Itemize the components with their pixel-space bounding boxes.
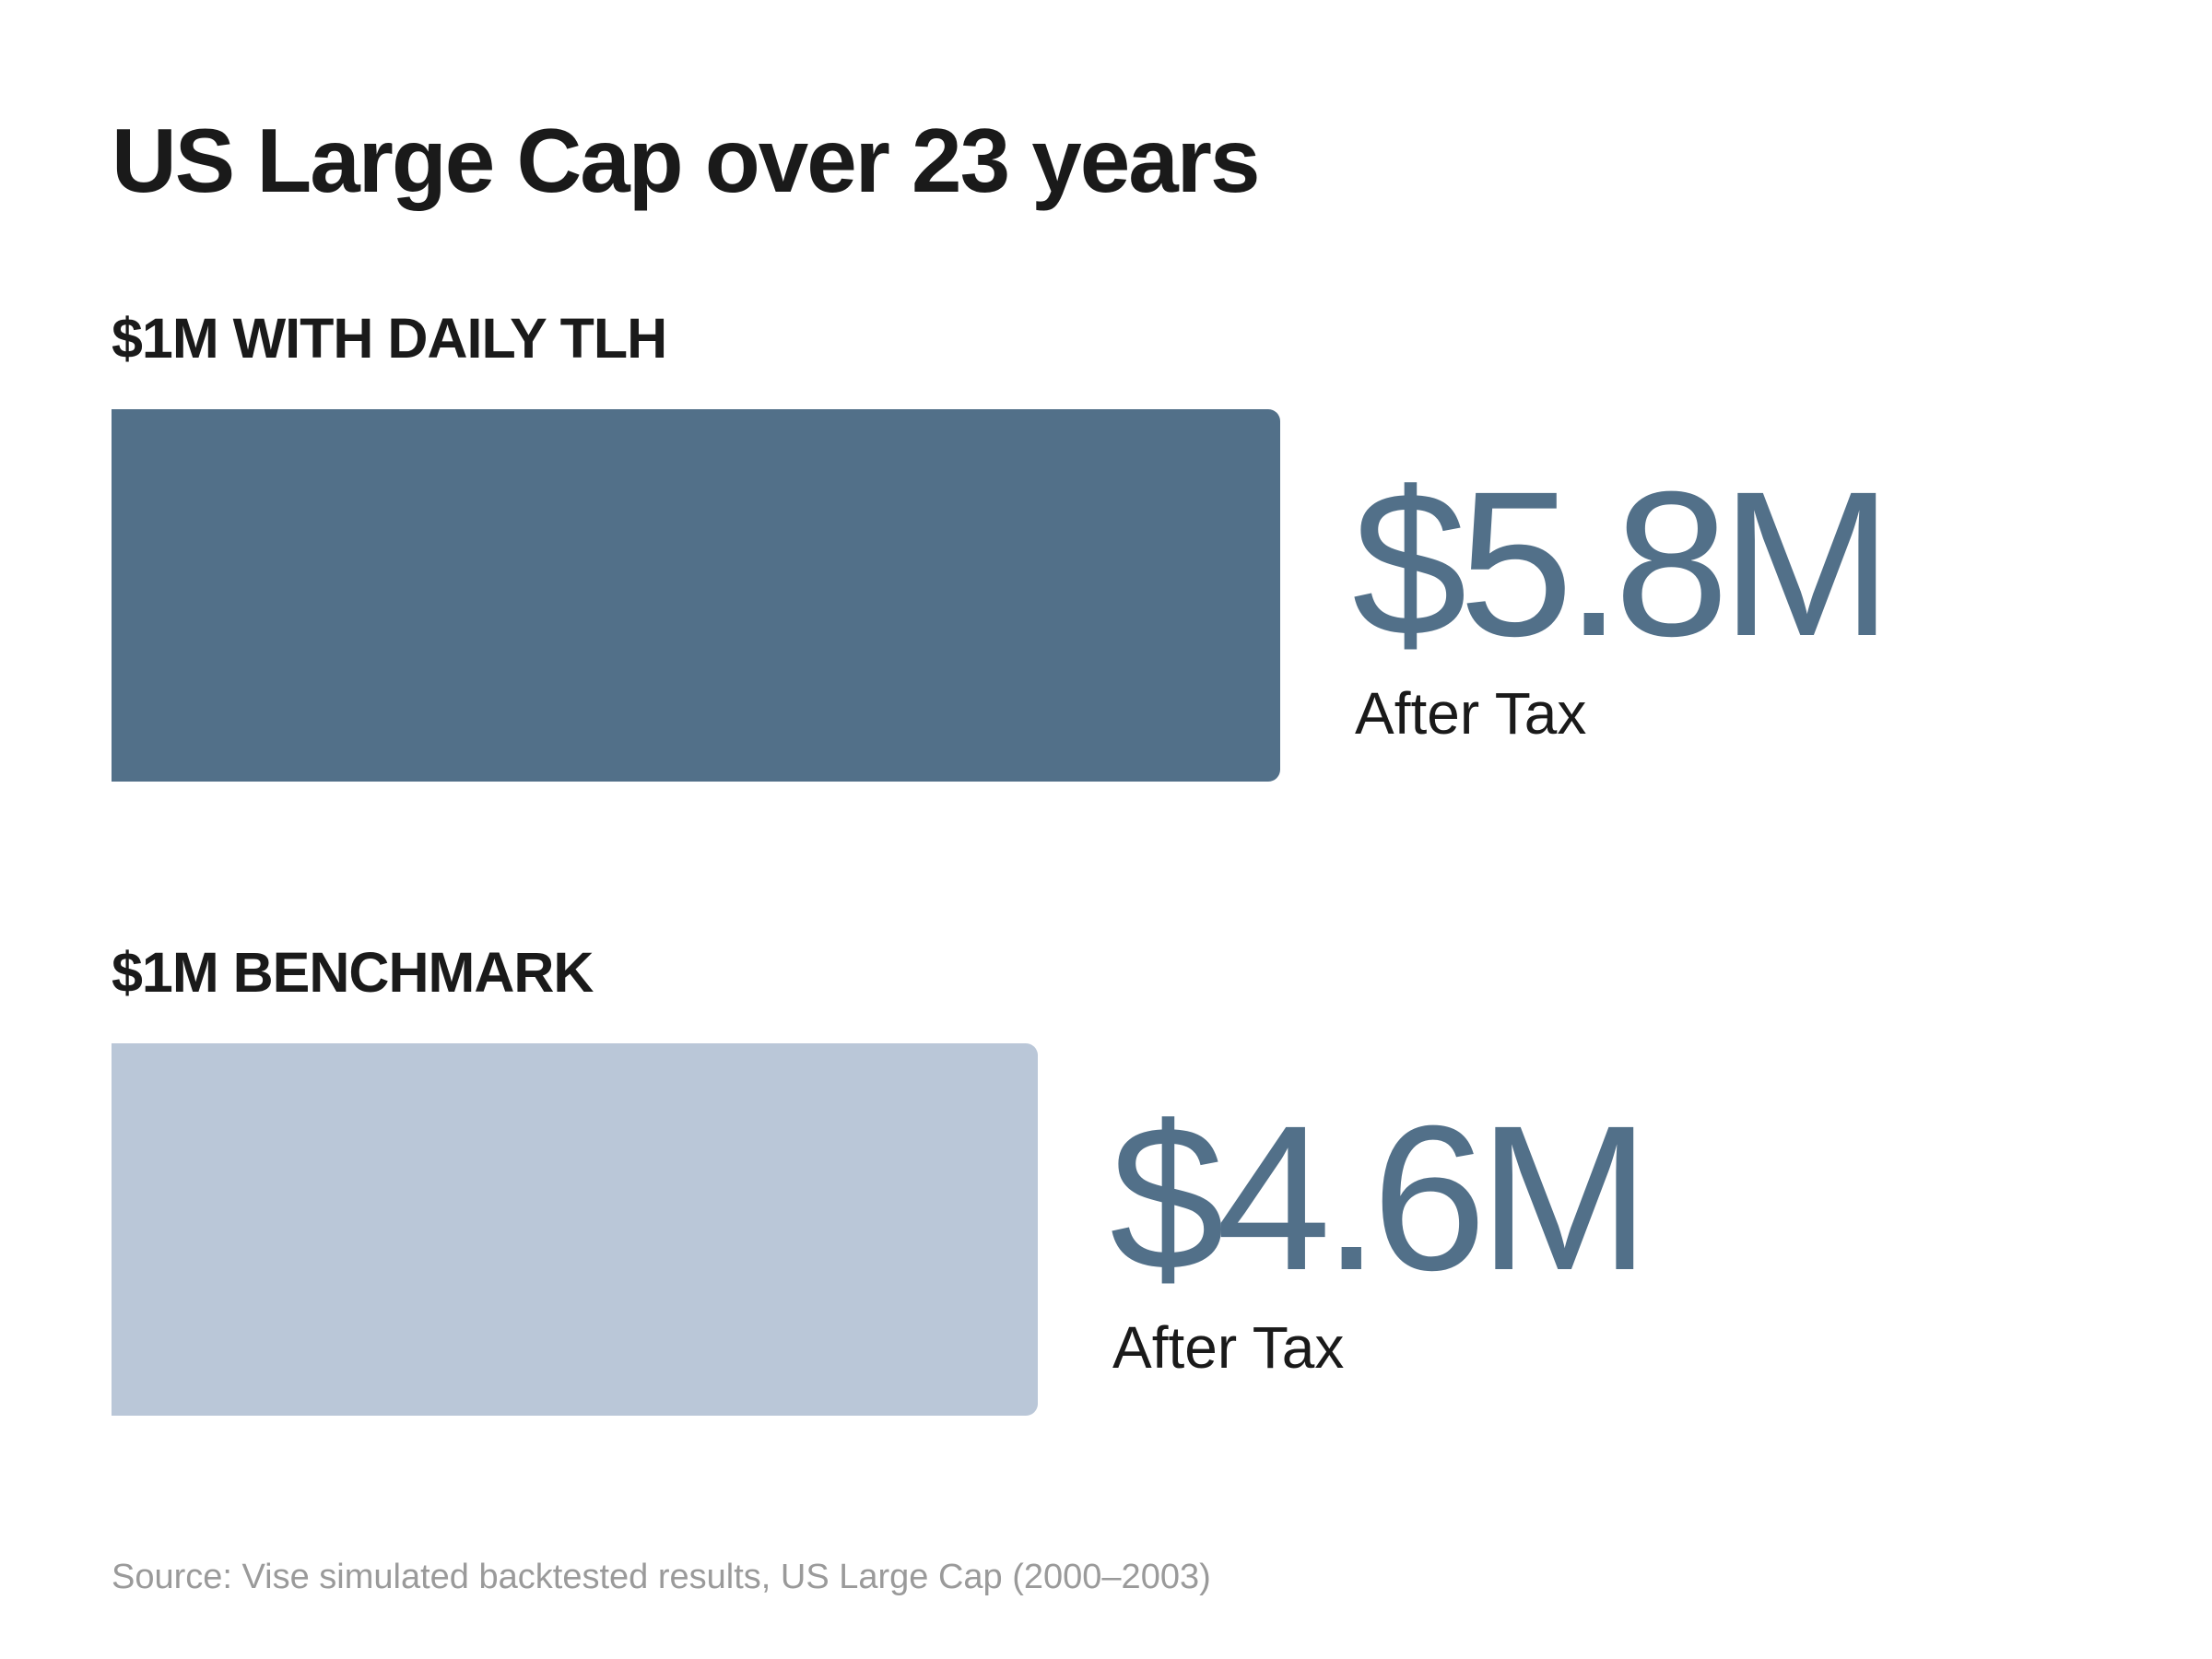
source-note: Source: Vise simulated backtested result…: [112, 1558, 1211, 1596]
value-label-benchmark: $4.6M: [1110, 1083, 1651, 1313]
bar-label-tlh: $1M WITH DAILY TLH: [112, 307, 667, 370]
chart-title: US Large Cap over 23 years: [112, 110, 1260, 211]
bar-benchmark: [112, 1043, 1038, 1416]
bar-tlh: [112, 409, 1280, 782]
after-tax-label-benchmark: After Tax: [1112, 1314, 1345, 1381]
value-label-tlh: $5.8M: [1352, 449, 1893, 679]
bar-label-benchmark: $1M BENCHMARK: [112, 941, 594, 1004]
after-tax-label-tlh: After Tax: [1355, 680, 1587, 747]
